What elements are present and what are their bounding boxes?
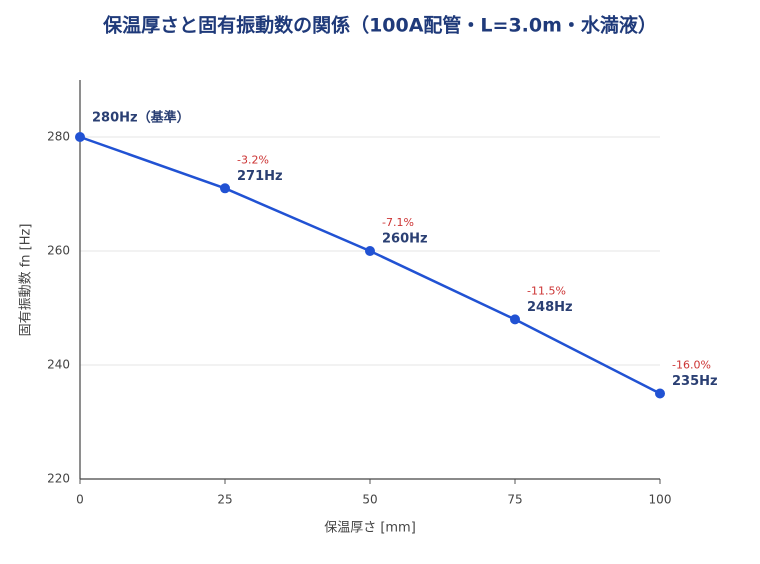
value-label: 235Hz bbox=[672, 374, 718, 389]
change-label: -11.5% bbox=[527, 284, 566, 297]
value-label: 260Hz bbox=[382, 232, 428, 247]
data-point bbox=[510, 314, 520, 325]
data-point bbox=[655, 388, 665, 399]
x-tick-label: 75 bbox=[507, 493, 522, 507]
y-axis-label: 固有振動数 fn [Hz] bbox=[19, 224, 34, 337]
y-tick-label: 260 bbox=[47, 244, 70, 258]
data-line bbox=[79, 135, 661, 395]
change-label: -16.0% bbox=[672, 359, 711, 372]
change-label: -7.1% bbox=[382, 216, 414, 229]
y-tick-label: 280 bbox=[47, 130, 70, 144]
value-label: 271Hz bbox=[237, 169, 283, 184]
value-label: 280Hz（基準） bbox=[92, 110, 190, 126]
data-point bbox=[220, 183, 230, 194]
x-axis-label: 保温厚さ [mm] bbox=[324, 521, 416, 536]
x-tick-label: 50 bbox=[362, 493, 377, 507]
x-tick-label: 0 bbox=[76, 493, 84, 507]
change-label: -3.2% bbox=[237, 153, 269, 166]
data-point bbox=[75, 132, 85, 142]
x-tick-label: 25 bbox=[217, 493, 232, 507]
y-tick-label: 220 bbox=[47, 472, 70, 486]
data-point bbox=[365, 246, 375, 256]
chart-title: 保温厚さと固有振動数の関係（100A配管・L=3.0m・水満液） bbox=[102, 14, 657, 37]
x-tick-label: 100 bbox=[649, 493, 672, 507]
value-label: 248Hz bbox=[527, 300, 573, 315]
y-tick-label: 240 bbox=[47, 358, 70, 372]
